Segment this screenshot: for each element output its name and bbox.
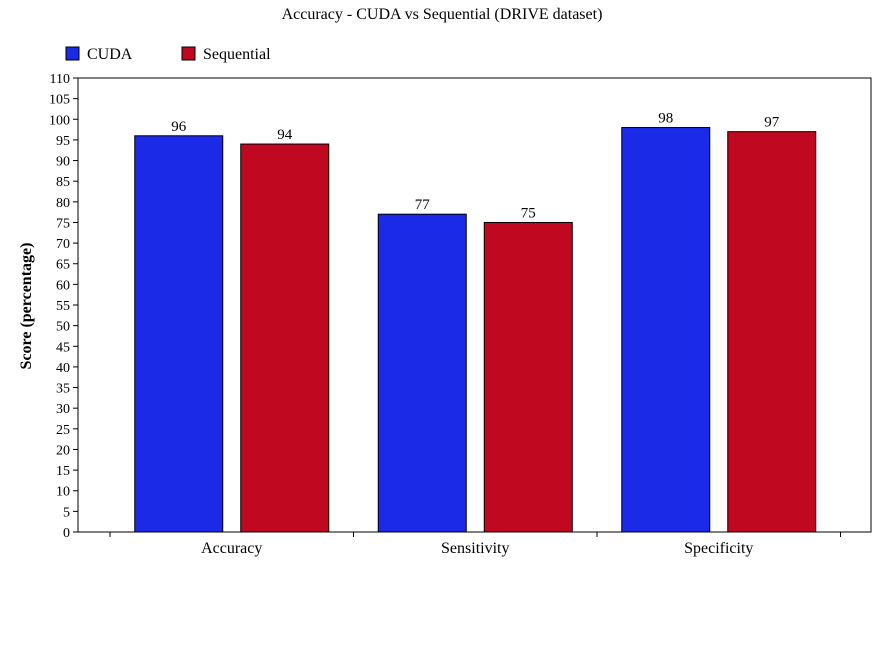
y-axis-title: Score (percentage) [18, 243, 35, 370]
data-label-sequential-specificity: 97 [764, 115, 780, 131]
bar-sequential-specificity [727, 131, 817, 533]
y-tick-label: 5 [63, 505, 70, 520]
y-tick-label: 55 [56, 299, 70, 314]
legend-label-sequential: Sequential [203, 46, 271, 63]
y-tick-label: 40 [56, 361, 70, 376]
data-label-cuda-specificity: 98 [658, 111, 673, 127]
bar-sequential-sensitivity [483, 221, 573, 533]
y-tick-label: 15 [56, 464, 70, 479]
legend-label-cuda: CUDA [87, 46, 133, 63]
data-label-sequential-accuracy: 94 [277, 127, 293, 143]
y-tick-label: 60 [56, 278, 70, 293]
y-tick-label: 85 [56, 175, 70, 190]
legend-swatch-cuda [65, 46, 80, 61]
data-label-cuda-accuracy: 96 [171, 119, 187, 135]
bars: 96 94 77 75 98 97 [134, 111, 817, 533]
y-tick-label: 95 [56, 134, 70, 149]
data-label-cuda-sensitivity: 77 [415, 197, 431, 213]
y-tick-label: 105 [49, 93, 70, 108]
y-tick-label: 35 [56, 382, 70, 397]
y-tick-label: 90 [56, 155, 70, 170]
x-axis: Accuracy Sensitivity Specificity [109, 532, 841, 557]
x-category-label-sensitivity: Sensitivity [441, 540, 509, 557]
y-tick-label: 65 [56, 258, 70, 273]
y-tick-label: 45 [56, 340, 70, 355]
data-label-sequential-sensitivity: 75 [521, 205, 536, 221]
bar-cuda-specificity [621, 127, 711, 533]
y-tick-label: 100 [49, 113, 70, 128]
chart-title: Accuracy - CUDA vs Sequential (DRIVE dat… [282, 6, 603, 23]
y-tick-label: 0 [63, 526, 70, 541]
y-tick-label: 110 [50, 72, 70, 87]
y-tick-label: 20 [56, 443, 70, 458]
y-tick-label: 25 [56, 423, 70, 438]
bar-cuda-sensitivity [377, 213, 467, 533]
y-axis: 0 5 10 15 20 25 30 35 40 45 50 55 60 65 70 75 80 85 90 95 10… [49, 72, 78, 541]
x-category-label-specificity: Specificity [684, 540, 753, 557]
y-tick-label: 80 [56, 196, 70, 211]
legend-swatch-sequential [181, 46, 196, 61]
x-category-label-accuracy: Accuracy [201, 540, 262, 557]
y-tick-label: 50 [56, 320, 70, 335]
legend: CUDA Sequential [65, 46, 271, 63]
y-tick-label: 10 [56, 485, 70, 500]
y-tick-label: 30 [56, 402, 70, 417]
bar-sequential-accuracy [240, 143, 330, 533]
y-tick-label: 75 [56, 216, 70, 231]
bar-cuda-accuracy [134, 135, 224, 533]
y-tick-label: 70 [56, 237, 70, 252]
